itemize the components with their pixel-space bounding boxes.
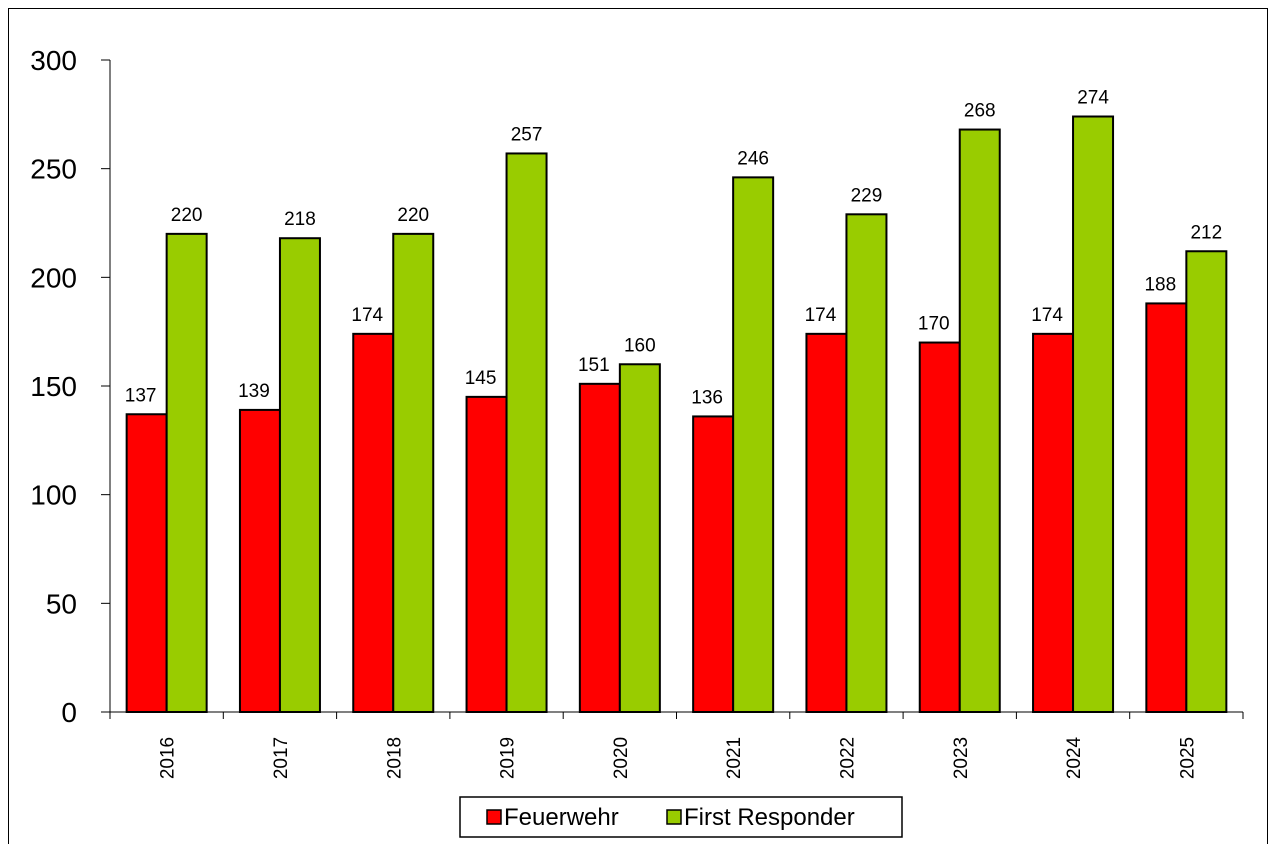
bar-feuerwehr <box>1032 332 1075 713</box>
data-label: 137 <box>125 385 157 406</box>
data-label: 188 <box>1144 274 1176 295</box>
data-label: 174 <box>805 305 837 326</box>
data-label: 257 <box>511 124 543 145</box>
category-label: 2023 <box>951 737 972 779</box>
legend-label: First Responder <box>684 804 855 831</box>
y-tick-label: 300 <box>30 45 77 76</box>
data-label: 174 <box>1031 305 1063 326</box>
bar-feuerwehr <box>465 395 508 713</box>
bar-first-responder <box>958 128 1001 713</box>
data-label: 268 <box>964 101 996 122</box>
bar-first-responder <box>1185 250 1228 713</box>
bar-feuerwehr <box>1145 302 1188 713</box>
legend-swatch-first-responder <box>666 809 682 825</box>
category-label: 2016 <box>158 737 179 779</box>
bar-first-responder <box>505 152 548 714</box>
data-label: 151 <box>578 355 610 376</box>
data-label: 174 <box>351 305 383 326</box>
category-label: 2020 <box>611 737 632 779</box>
data-label: 220 <box>397 205 429 226</box>
data-label: 136 <box>691 387 723 408</box>
bar-first-responder <box>165 232 208 713</box>
legend-label: Feuerwehr <box>504 804 619 831</box>
bar-first-responder <box>278 237 321 713</box>
category-label: 2021 <box>724 737 745 779</box>
category-label: 2019 <box>498 737 519 779</box>
bar-feuerwehr <box>805 332 848 713</box>
data-label: 212 <box>1190 222 1222 243</box>
bar-feuerwehr <box>692 415 735 713</box>
bar-first-responder <box>845 213 888 713</box>
bar-feuerwehr <box>578 382 621 713</box>
data-label: 139 <box>238 381 270 402</box>
bar-feuerwehr <box>238 408 281 713</box>
data-label: 145 <box>465 368 497 389</box>
legend-swatch-feuerwehr <box>486 809 502 825</box>
category-label: 2018 <box>384 737 405 779</box>
category-label: 2025 <box>1177 737 1198 779</box>
category-label: 2017 <box>271 737 292 779</box>
bar-first-responder <box>392 232 435 713</box>
y-tick-label: 150 <box>30 371 77 402</box>
data-label: 220 <box>171 205 203 226</box>
bar-first-responder <box>618 363 661 713</box>
y-tick-label: 0 <box>61 697 77 728</box>
data-label: 229 <box>851 185 883 206</box>
data-label: 218 <box>284 209 316 230</box>
data-label: 160 <box>624 335 656 356</box>
data-label: 170 <box>918 314 950 335</box>
category-label: 2022 <box>837 737 858 779</box>
data-label: 246 <box>737 148 769 169</box>
y-tick-label: 250 <box>30 154 77 185</box>
data-label: 274 <box>1077 88 1109 109</box>
y-tick-label: 50 <box>46 588 77 619</box>
y-tick-label: 200 <box>30 262 77 293</box>
category-label: 2024 <box>1064 736 1085 779</box>
y-tick-label: 100 <box>30 480 77 511</box>
bar-feuerwehr <box>918 341 961 713</box>
bar-first-responder <box>732 176 775 714</box>
bar-feuerwehr <box>352 332 395 713</box>
bar-first-responder <box>1072 115 1115 714</box>
bar-feuerwehr <box>125 413 168 713</box>
